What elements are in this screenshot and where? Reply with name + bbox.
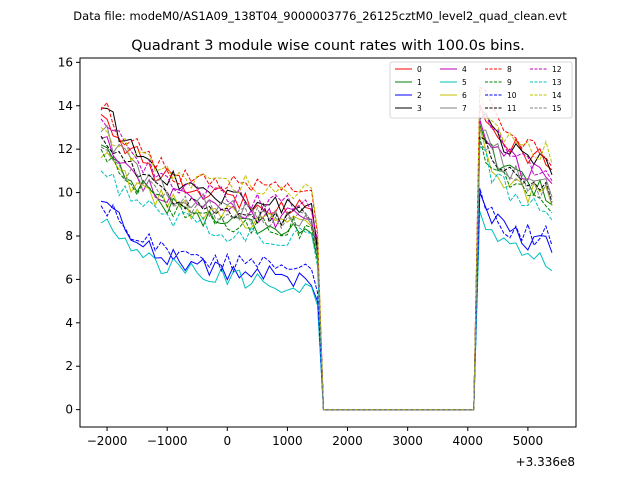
y-tick-label: 2: [65, 359, 73, 373]
legend-label-7: 7: [462, 104, 467, 113]
y-tick-label: 10: [58, 186, 73, 200]
y-tick-label: 16: [58, 55, 73, 69]
legend-label-4: 4: [462, 65, 467, 74]
y-tick-label: 6: [65, 272, 73, 286]
y-axis: 0 2 4 6 8 10 12 14 16: [58, 55, 80, 417]
y-tick-label: 4: [65, 316, 73, 330]
legend-label-12: 12: [552, 65, 562, 74]
legend-label-5: 5: [462, 78, 467, 87]
series-line-15: [100, 141, 553, 411]
y-tick-label: 8: [65, 229, 73, 243]
legend-label-11: 11: [507, 104, 517, 113]
legend-label-13: 13: [552, 78, 562, 87]
legend-label-6: 6: [462, 91, 467, 100]
x-tick-label: 0: [223, 434, 231, 448]
series-line-14: [100, 88, 553, 411]
y-tick-label: 12: [58, 142, 73, 156]
legend-label-10: 10: [507, 91, 517, 100]
y-tick-label: 0: [65, 403, 73, 417]
x-tick-label: −2000: [87, 434, 128, 448]
x-tick-label: −1000: [147, 434, 188, 448]
x-tick-label: 3000: [392, 434, 423, 448]
x-offset-label: +3.336e8: [516, 455, 575, 469]
legend-label-14: 14: [552, 91, 562, 100]
legend-label-0: 0: [417, 65, 422, 74]
x-tick-label: 4000: [453, 434, 484, 448]
x-axis: −2000 −1000 0 1000 2000 3000 4000 5000: [87, 427, 543, 448]
legend-label-15: 15: [552, 104, 562, 113]
legend-label-3: 3: [417, 104, 422, 113]
y-tick-label: 14: [58, 99, 73, 113]
legend-label-9: 9: [507, 78, 512, 87]
legend-box: [389, 61, 573, 119]
data-file-caption: Data file: modeM0/AS1A09_138T04_90000037…: [73, 9, 567, 23]
x-tick-label: 5000: [513, 434, 544, 448]
plot-frame: [79, 57, 577, 428]
legend-label-1: 1: [417, 78, 422, 87]
x-tick-label: 1000: [272, 434, 303, 448]
legend-label-8: 8: [507, 65, 512, 74]
chart-title: Quadrant 3 module wise count rates with …: [131, 38, 525, 54]
x-tick-label: 2000: [332, 434, 363, 448]
legend-label-2: 2: [417, 91, 422, 100]
series-layer: [100, 86, 553, 411]
